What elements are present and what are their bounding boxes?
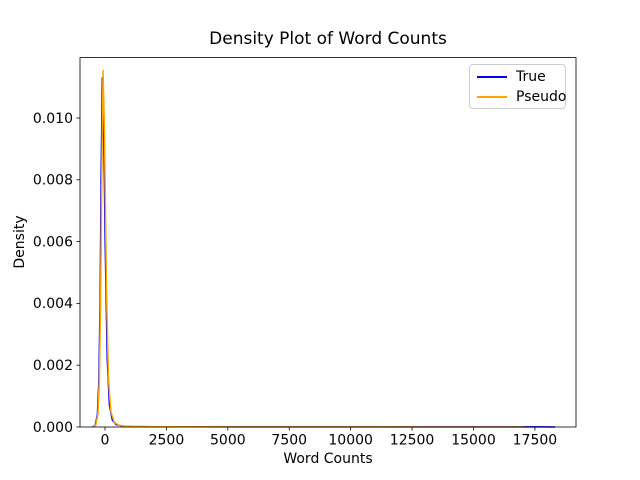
- x-tick-label: 7500: [271, 433, 307, 449]
- chart-title: Density Plot of Word Counts: [209, 29, 447, 49]
- y-tick-label: 0.006: [33, 234, 73, 250]
- x-axis-label: Word Counts: [283, 451, 373, 467]
- legend-entry-true: True: [470, 67, 565, 87]
- x-tick-label: 5000: [210, 433, 246, 449]
- legend: True Pseudo: [469, 64, 566, 109]
- legend-entry-pseudo: Pseudo: [470, 87, 567, 107]
- y-tick-label: 0.010: [33, 111, 73, 127]
- x-tick-label: 17500: [513, 433, 558, 449]
- legend-label-pseudo: Pseudo: [516, 89, 567, 105]
- x-tick-label: 10000: [328, 433, 373, 449]
- x-tick-label: 0: [101, 433, 110, 449]
- series-line-pseudo: [92, 69, 524, 428]
- y-tick-label: 0.008: [33, 173, 73, 189]
- series-line-true: [91, 77, 556, 428]
- x-tick-label: 15000: [451, 433, 496, 449]
- legend-label-true: True: [516, 69, 546, 85]
- legend-line-true: [477, 76, 507, 78]
- x-tick-label: 12500: [390, 433, 435, 449]
- axes-spines: [79, 57, 577, 428]
- legend-line-pseudo: [477, 96, 507, 98]
- y-axis-label: Density: [12, 215, 28, 269]
- y-tick-label: 0.002: [33, 358, 73, 374]
- y-tick-label: 0.000: [33, 420, 73, 436]
- y-tick-label: 0.004: [33, 296, 73, 312]
- x-tick-label: 2500: [149, 433, 185, 449]
